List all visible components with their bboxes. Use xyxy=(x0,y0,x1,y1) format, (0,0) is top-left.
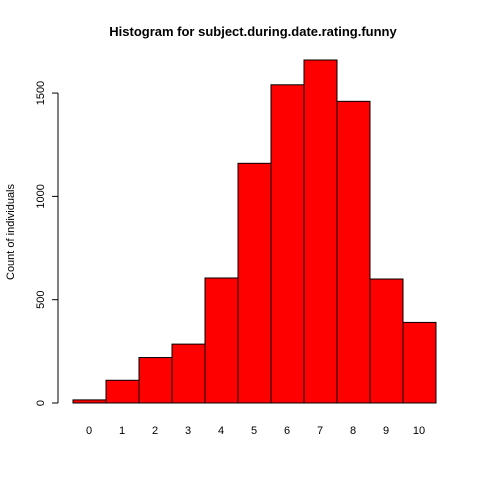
y-axis: 0 500 1000 1500 xyxy=(35,81,59,406)
x-axis: 0 1 2 3 4 5 6 7 8 9 10 xyxy=(86,425,425,437)
bar-8 xyxy=(336,100,371,404)
bar-6 xyxy=(270,84,305,404)
bar-4 xyxy=(204,277,239,404)
bar-3 xyxy=(171,343,206,404)
bar-0 xyxy=(72,399,107,404)
bar-2 xyxy=(138,357,173,404)
chart-title: Histogram for subject.during.date.rating… xyxy=(109,24,397,39)
x-tick-label: 3 xyxy=(185,425,191,437)
bar-5 xyxy=(237,162,272,404)
bar-1 xyxy=(105,379,140,404)
bar-9 xyxy=(369,278,404,404)
x-tick-label: 6 xyxy=(284,425,290,437)
x-tick-label: 2 xyxy=(152,425,158,437)
x-tick-label: 8 xyxy=(350,425,356,437)
x-tick-label: 9 xyxy=(383,425,389,437)
bars-group xyxy=(72,59,437,404)
x-tick-label: 0 xyxy=(86,425,92,437)
x-tick-label: 4 xyxy=(218,425,224,437)
x-tick-label: 1 xyxy=(119,425,125,437)
bar-7 xyxy=(303,59,338,404)
x-tick-label: 10 xyxy=(413,425,425,437)
x-tick-label: 5 xyxy=(251,425,257,437)
bar-10 xyxy=(402,321,437,404)
x-tick-label: 7 xyxy=(317,425,323,437)
y-tick-label: 0 xyxy=(35,400,47,406)
y-axis-label: Count of individuals xyxy=(5,184,17,281)
y-tick-label: 500 xyxy=(35,291,47,309)
y-tick-label: 1000 xyxy=(35,184,47,208)
y-tick-label: 1500 xyxy=(35,81,47,105)
